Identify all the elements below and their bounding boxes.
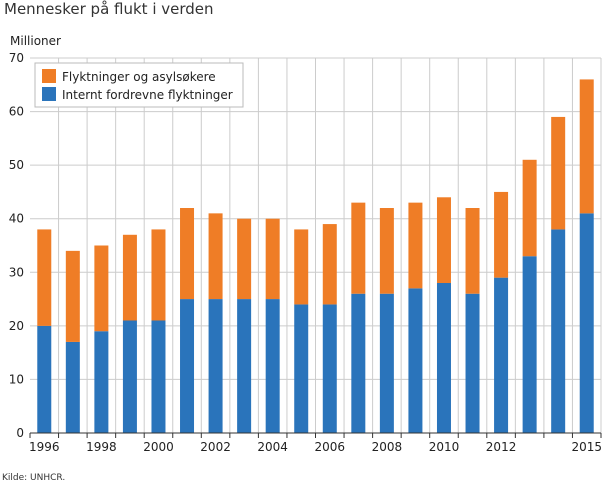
bar-internt-fordrevne	[322, 304, 337, 433]
x-tick-label: 1998	[86, 440, 117, 454]
y-tick-label: 40	[9, 212, 24, 226]
bar-internt-fordrevne	[351, 293, 366, 433]
bar-internt-fordrevne	[579, 213, 594, 433]
x-tick-label: 2012	[486, 440, 517, 454]
bar-internt-fordrevne	[94, 331, 109, 433]
bar-internt-fordrevne	[65, 341, 80, 433]
bar-flyktninger-asylsokere	[408, 202, 423, 289]
bar-flyktninger-asylsokere	[94, 245, 109, 332]
y-tick-label: 10	[9, 372, 24, 386]
bar-internt-fordrevne	[551, 229, 566, 433]
bar-flyktninger-asylsokere	[465, 208, 480, 294]
bar-flyktninger-asylsokere	[65, 250, 80, 342]
bar-internt-fordrevne	[294, 304, 309, 433]
x-tick-label: 2015	[571, 440, 602, 454]
x-tick-label: 2010	[429, 440, 460, 454]
bar-internt-fordrevne	[151, 320, 166, 433]
bar-flyktninger-asylsokere	[579, 79, 594, 214]
bar-internt-fordrevne	[408, 288, 423, 433]
bar-flyktninger-asylsokere	[379, 208, 394, 294]
y-tick-label: 70	[9, 51, 24, 65]
bar-flyktninger-asylsokere	[37, 229, 52, 326]
bar-flyktninger-asylsokere	[294, 229, 309, 305]
x-tick-label: 2004	[257, 440, 288, 454]
y-tick-label: 20	[9, 319, 24, 333]
legend-swatch	[42, 69, 56, 83]
bar-internt-fordrevne	[465, 293, 480, 433]
bar-flyktninger-asylsokere	[494, 191, 509, 278]
bar-flyktninger-asylsokere	[122, 234, 137, 321]
legend-label: Internt fordrevne flyktninger	[62, 88, 233, 102]
bar-internt-fordrevne	[237, 299, 252, 433]
bar-flyktninger-asylsokere	[237, 218, 252, 300]
bar-internt-fordrevne	[379, 293, 394, 433]
legend-box	[34, 62, 244, 108]
source-note: Kilde: UNHCR.	[2, 473, 66, 483]
bar-internt-fordrevne	[37, 325, 52, 433]
y-tick-label: 60	[9, 105, 24, 119]
bar-internt-fordrevne	[208, 299, 223, 433]
y-tick-label: 50	[9, 158, 24, 172]
y-axis-unit-label: Millioner	[10, 34, 61, 48]
bar-flyktninger-asylsokere	[522, 159, 537, 257]
x-tick-label: 2002	[200, 440, 231, 454]
bar-flyktninger-asylsokere	[436, 197, 451, 283]
bar-flyktninger-asylsokere	[151, 229, 166, 321]
y-tick-label: 30	[9, 265, 24, 279]
x-tick-label: 1996	[29, 440, 60, 454]
x-tick-label: 2008	[372, 440, 403, 454]
bar-internt-fordrevne	[436, 283, 451, 433]
legend-swatch	[42, 87, 56, 101]
chart-title: Mennesker på flukt i verden	[4, 0, 214, 18]
bar-internt-fordrevne	[122, 320, 137, 433]
legend-label: Flyktninger og asylsøkere	[62, 70, 216, 84]
bar-flyktninger-asylsokere	[180, 208, 195, 300]
bar-internt-fordrevne	[522, 256, 537, 433]
y-tick-label: 0	[16, 426, 24, 440]
bar-flyktninger-asylsokere	[351, 202, 366, 294]
x-tick-label: 2006	[315, 440, 346, 454]
x-tick-label: 2000	[143, 440, 174, 454]
bar-internt-fordrevne	[180, 299, 195, 433]
bar-internt-fordrevne	[265, 299, 280, 433]
bar-flyktninger-asylsokere	[551, 116, 566, 230]
bar-flyktninger-asylsokere	[322, 224, 337, 305]
bar-internt-fordrevne	[494, 277, 509, 433]
bar-flyktninger-asylsokere	[208, 213, 223, 300]
bar-flyktninger-asylsokere	[265, 218, 280, 300]
